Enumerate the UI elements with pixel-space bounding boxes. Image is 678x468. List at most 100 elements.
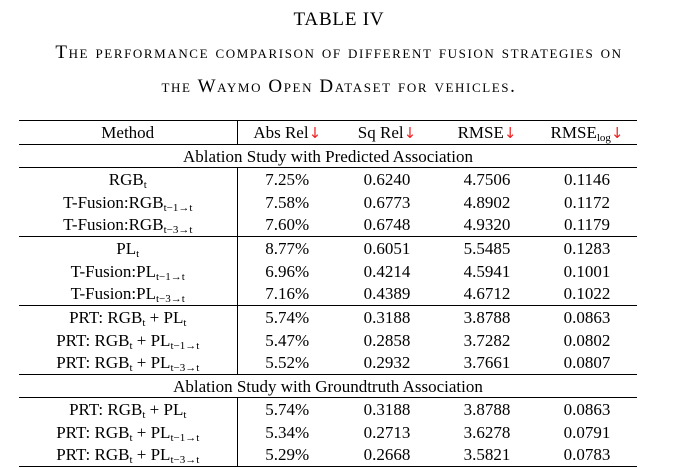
value-cell: 4.9320 xyxy=(463,215,511,235)
table-row: PLt 8.77% 0.6051 5.5485 0.1283 xyxy=(19,236,637,260)
value-cell: 5.52% xyxy=(265,353,310,373)
value-cell: 0.1283 xyxy=(563,238,611,258)
method-text: PRT: RGB xyxy=(69,399,143,419)
value-cell: 0.2932 xyxy=(363,353,411,373)
value-cell: 4.8902 xyxy=(463,192,511,212)
method-subscript: t xyxy=(142,408,146,421)
method-subscript: t xyxy=(183,408,187,421)
method-cell: PRT: RGBt + PLt−1→t xyxy=(19,328,238,352)
table-row: T-Fusion:RGBt−3→t 7.60% 0.6748 4.9320 0.1179 xyxy=(19,213,637,237)
down-arrow-icon: ↓ xyxy=(503,124,517,142)
value-cell: 5.47% xyxy=(265,330,310,350)
table-row: T-Fusion:RGBt−1→t 7.58% 0.6773 4.8902 0.1172 xyxy=(19,190,637,214)
column-header-subscript: log xyxy=(596,132,611,144)
method-text: PRT: RGB xyxy=(69,307,143,327)
value-cell: 5.29% xyxy=(265,445,310,465)
section-header-row: Ablation Study with Groundtruth Associat… xyxy=(19,374,637,398)
method-subscript: t xyxy=(129,362,133,375)
table-row: PRT: RGBt + PLt−3→t 5.29% 0.2668 3.5821 0.07… xyxy=(19,443,637,467)
value-cell: 0.0783 xyxy=(563,445,611,465)
value-cell: 0.3188 xyxy=(363,307,411,327)
method-subscript: t xyxy=(183,316,187,329)
method-text: T-Fusion:PL xyxy=(70,284,156,304)
value-cell: 7.16% xyxy=(265,284,310,304)
value-cell: 7.60% xyxy=(265,215,310,235)
method-cell: PRT: RGBt + PLt xyxy=(19,305,238,329)
method-text: + PL xyxy=(132,330,171,350)
table-row: T-Fusion:PLt−3→t 7.16% 0.4389 4.6712 0.1022 xyxy=(19,282,637,306)
table-caption: The performance comparison of different … xyxy=(0,36,678,104)
method-text: PL xyxy=(116,238,137,258)
method-subscript: t−1→t xyxy=(163,201,193,214)
value-cell: 0.4214 xyxy=(363,261,411,281)
value-cell: 8.77% xyxy=(265,238,310,258)
value-cell: 0.6051 xyxy=(363,238,411,258)
column-header-label: Sq Rel xyxy=(357,123,404,142)
method-cell: T-Fusion:PLt−3→t xyxy=(19,282,238,306)
method-subscript: t−1→t xyxy=(170,431,200,444)
method-cell: T-Fusion:RGBt−1→t xyxy=(19,190,238,214)
value-cell: 5.5485 xyxy=(463,238,511,258)
down-arrow-icon: ↓ xyxy=(610,124,624,142)
method-subscript: t xyxy=(142,316,146,329)
method-subscript: t−3→t xyxy=(156,293,185,306)
method-subscript: t−3→t xyxy=(163,224,193,237)
value-cell: 0.0863 xyxy=(563,399,611,419)
table-header-row: Method Abs Rel↓ Sq Rel↓ RMSE↓ RMSElog↓ xyxy=(19,120,637,145)
column-header-abs-rel: Abs Rel↓ xyxy=(237,121,337,145)
column-header-label: Method xyxy=(101,123,155,142)
value-cell: 3.6278 xyxy=(463,422,511,442)
section-header-label: Ablation Study with Groundtruth Associat… xyxy=(173,376,483,396)
value-cell: 0.1001 xyxy=(563,261,611,281)
method-text: PRT: RGB xyxy=(56,353,130,373)
value-cell: 0.2858 xyxy=(363,330,411,350)
column-header-rmse: RMSE↓ xyxy=(437,121,537,145)
value-cell: 0.0802 xyxy=(563,330,611,350)
method-subscript: t−3→t xyxy=(170,362,200,375)
method-cell: PRT: RGBt + PLt−1→t xyxy=(19,420,238,444)
value-cell: 0.1172 xyxy=(563,192,611,212)
method-text: PRT: RGB xyxy=(56,445,130,465)
section-header-row: Ablation Study with Predicted Associatio… xyxy=(19,144,637,168)
value-cell: 0.1179 xyxy=(563,215,611,235)
value-cell: 5.34% xyxy=(265,422,310,442)
value-cell: 3.7661 xyxy=(463,353,511,373)
down-arrow-icon: ↓ xyxy=(403,124,417,142)
method-subscript: t xyxy=(143,178,147,191)
method-subscript: t−1→t xyxy=(156,270,185,283)
table-row: PRT: RGBt + PLt 5.74% 0.3188 3.8788 0.0863 xyxy=(19,397,637,421)
method-cell: PLt xyxy=(19,236,238,260)
caption-line-2: the Waymo Open Dataset for vehicles. xyxy=(161,76,517,97)
column-header-label: Abs Rel xyxy=(253,123,309,142)
method-text: PRT: RGB xyxy=(56,330,130,350)
method-text: T-Fusion:RGB xyxy=(63,192,164,212)
table-row: PRT: RGBt + PLt 5.74% 0.3188 3.8788 0.0863 xyxy=(19,305,637,329)
method-cell: PRT: RGBt + PLt−3→t xyxy=(19,351,238,375)
table-row: RGBt 7.25% 0.6240 4.7506 0.1146 xyxy=(19,167,637,191)
value-cell: 5.74% xyxy=(265,399,310,419)
method-cell: T-Fusion:RGBt−3→t xyxy=(19,213,238,237)
value-cell: 3.8788 xyxy=(463,307,511,327)
value-cell: 0.4389 xyxy=(363,284,411,304)
section-header-label: Ablation Study with Predicted Associatio… xyxy=(183,146,473,166)
table-row: T-Fusion:PLt−1→t 6.96% 0.4214 4.5941 0.1001 xyxy=(19,259,637,283)
table-row: PRT: RGBt + PLt−1→t 5.34% 0.2713 3.6278 0.07… xyxy=(19,420,637,444)
table-row: PRT: RGBt + PLt−1→t 5.47% 0.2858 3.7282 0.08… xyxy=(19,328,637,352)
value-cell: 4.5941 xyxy=(463,261,511,281)
value-cell: 6.96% xyxy=(265,261,310,281)
value-cell: 3.7282 xyxy=(463,330,511,350)
results-table: Method Abs Rel↓ Sq Rel↓ RMSE↓ RMSElog↓ Ablat… xyxy=(19,120,637,467)
value-cell: 0.2713 xyxy=(363,422,411,442)
column-header-label: RMSE xyxy=(550,123,597,142)
value-cell: 0.1022 xyxy=(563,284,611,304)
method-cell: PRT: RGBt + PLt−3→t xyxy=(19,443,238,467)
value-cell: 0.3188 xyxy=(363,399,411,419)
value-cell: 0.0791 xyxy=(563,422,611,442)
method-text: + PL xyxy=(132,422,171,442)
value-cell: 4.6712 xyxy=(463,284,511,304)
method-cell: PRT: RGBt + PLt xyxy=(19,397,238,421)
value-cell: 3.8788 xyxy=(463,399,511,419)
value-cell: 7.58% xyxy=(265,192,310,212)
method-cell: RGBt xyxy=(19,167,238,191)
